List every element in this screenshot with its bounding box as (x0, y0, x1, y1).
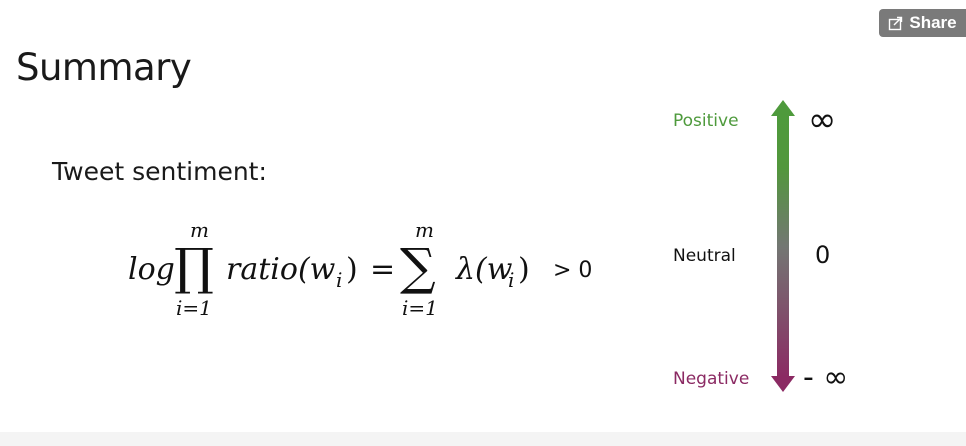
negative-infinity: - ∞ (803, 360, 849, 395)
positive-label: Positive (673, 111, 739, 131)
product-symbol: ∏ (174, 238, 214, 296)
negative-label: Negative (673, 369, 750, 389)
formula-lambda: λ(w (456, 252, 513, 287)
positive-infinity: ∞ (808, 100, 837, 140)
product-upper-limit: m (190, 218, 209, 242)
sum-lower-limit: i=1 (402, 296, 438, 320)
sentiment-scale-arrow (771, 100, 795, 392)
ratio-subscript: i (336, 268, 343, 292)
bottom-band (0, 432, 966, 446)
formula-ratio: ratio(w (226, 252, 336, 287)
ratio-close-paren: ) (346, 252, 358, 287)
sum-upper-limit: m (415, 218, 434, 242)
lambda-subscript: i (508, 268, 515, 292)
sum-symbol: ∑ (400, 238, 436, 296)
lambda-close-paren: ) (518, 252, 530, 287)
neutral-label: Neutral (673, 246, 736, 266)
share-label: Share (909, 13, 957, 32)
product-lower-limit: i=1 (176, 296, 212, 320)
neutral-zero: 0 (815, 241, 831, 269)
formula-equals: = (370, 252, 396, 287)
formula-log: log (128, 252, 175, 287)
share-icon (889, 16, 903, 31)
share-button[interactable]: Share (879, 9, 966, 37)
greater-than-zero: > 0 (553, 258, 593, 283)
tweet-sentiment-label: Tweet sentiment: (52, 157, 267, 186)
slide-title: Summary (16, 46, 192, 89)
sentiment-formula: log m ∏ i=1 ratio(w i ) = m ∑ i=1 λ(w i … (128, 218, 598, 322)
